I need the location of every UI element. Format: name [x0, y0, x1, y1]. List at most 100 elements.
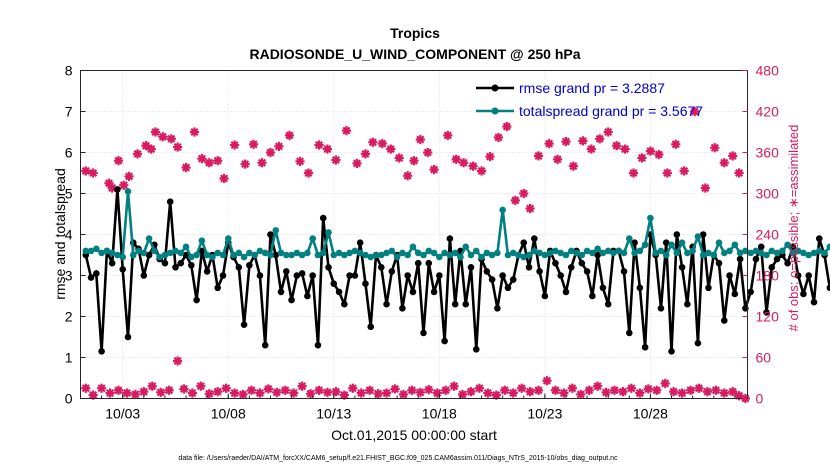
obs-count-marker — [466, 387, 476, 397]
series-point-totalspread — [684, 249, 691, 257]
series-point-totalspread — [678, 239, 686, 246]
obs-marker-center — [671, 389, 677, 395]
obs-count-marker — [493, 132, 504, 143]
obs-count-marker — [113, 156, 124, 166]
series-point-rmse — [462, 300, 470, 308]
series-point-totalspread — [356, 249, 364, 257]
obs-count-marker — [381, 388, 392, 398]
obs-marker-center — [287, 133, 292, 138]
series-point-totalspread — [494, 249, 501, 257]
series-point-totalspread — [214, 249, 221, 257]
series-point-totalspread — [87, 247, 95, 255]
series-point-totalspread — [203, 251, 211, 259]
obs-marker-center — [569, 385, 575, 391]
obs-marker-center — [614, 143, 620, 149]
obs-count-marker — [124, 171, 134, 182]
series-point-totalspread — [821, 249, 828, 257]
obs-marker-center — [223, 385, 229, 391]
series-point-totalspread — [794, 247, 802, 255]
series-point-totalspread — [436, 253, 443, 261]
obs-marker-center — [654, 387, 660, 393]
obs-marker-center — [721, 160, 727, 166]
series-point-totalspread — [261, 249, 269, 257]
y2-tick-label: 360 — [756, 145, 780, 161]
obs-marker-center — [175, 144, 180, 150]
series-point-rmse — [673, 231, 681, 238]
series-point-rmse — [810, 298, 818, 306]
obs-count-marker — [150, 127, 161, 137]
series-point-rmse — [193, 296, 200, 304]
series-point-totalspread — [694, 233, 702, 240]
series-point-totalspread — [541, 251, 549, 259]
obs-marker-center — [148, 146, 154, 152]
obs-count-marker — [443, 130, 453, 141]
series-point-totalspread — [710, 251, 718, 259]
series-point-rmse — [414, 259, 422, 267]
obs-count-marker — [578, 136, 588, 146]
obs-count-marker — [403, 171, 413, 181]
obs-marker-center — [631, 170, 636, 176]
series-point-rmse — [620, 268, 628, 275]
series-point-totalspread — [662, 251, 670, 259]
series-point-rmse — [319, 214, 327, 222]
obs-marker-center — [578, 392, 584, 397]
series-point-totalspread — [82, 247, 90, 255]
series-point-totalspread — [367, 253, 375, 261]
obs-count-marker — [88, 390, 98, 400]
series-point-totalspread — [599, 249, 607, 257]
obs-marker-center — [546, 141, 552, 147]
series-point-totalspread — [388, 247, 396, 255]
obs-count-marker — [669, 387, 679, 397]
obs-marker-center — [736, 393, 742, 399]
obs-marker-center — [595, 383, 601, 389]
obs-marker-center — [730, 153, 736, 159]
obs-count-marker — [476, 166, 487, 176]
obs-count-marker — [533, 151, 544, 161]
obs-marker-center — [83, 168, 89, 174]
series-point-rmse — [583, 268, 591, 275]
obs-count-marker — [295, 156, 305, 166]
series-point-totalspread — [583, 247, 591, 255]
obs-marker-center — [445, 133, 451, 138]
series-point-totalspread — [478, 253, 485, 261]
series-point-rmse — [504, 284, 512, 292]
obs-marker-center — [221, 176, 227, 181]
obs-count-marker — [451, 154, 461, 164]
obs-marker-center — [426, 387, 432, 393]
series-point-rmse — [108, 259, 116, 267]
series-point-totalspread — [193, 251, 200, 259]
obs-marker-center — [341, 392, 347, 398]
series-point-totalspread — [515, 251, 522, 259]
series-point-totalspread — [641, 241, 649, 249]
obs-count-marker — [671, 139, 681, 149]
obs-marker-center — [721, 390, 727, 396]
obs-marker-center — [431, 167, 437, 172]
obs-marker-center — [648, 148, 653, 154]
obs-count-marker — [568, 161, 578, 171]
obs-marker-center — [199, 156, 205, 162]
y-tick-label: 1 — [65, 350, 73, 366]
series-point-totalspread — [251, 251, 258, 259]
obs-marker-center — [268, 150, 273, 155]
obs-marker-center — [183, 165, 189, 170]
series-point-totalspread — [610, 249, 617, 257]
obs-count-marker — [561, 136, 571, 147]
obs-marker-center — [306, 170, 311, 176]
series-point-totalspread — [805, 251, 813, 259]
series-point-rmse — [794, 272, 802, 279]
series-point-rmse — [272, 251, 280, 259]
series-point-totalspread — [499, 206, 506, 214]
obs-count-marker — [305, 389, 316, 399]
obs-count-marker — [97, 383, 107, 393]
series-point-totalspread — [620, 249, 628, 257]
obs-marker-center — [477, 385, 482, 391]
obs-marker-center — [461, 160, 467, 166]
series-point-totalspread — [377, 251, 385, 259]
obs-count-marker — [204, 389, 214, 399]
series-point-rmse — [509, 276, 517, 283]
x-axis-label: Oct.01,2015 00:00:00 start — [331, 427, 497, 443]
series-point-rmse — [541, 292, 549, 300]
obs-count-marker — [314, 385, 324, 395]
obs-count-marker — [637, 153, 647, 163]
